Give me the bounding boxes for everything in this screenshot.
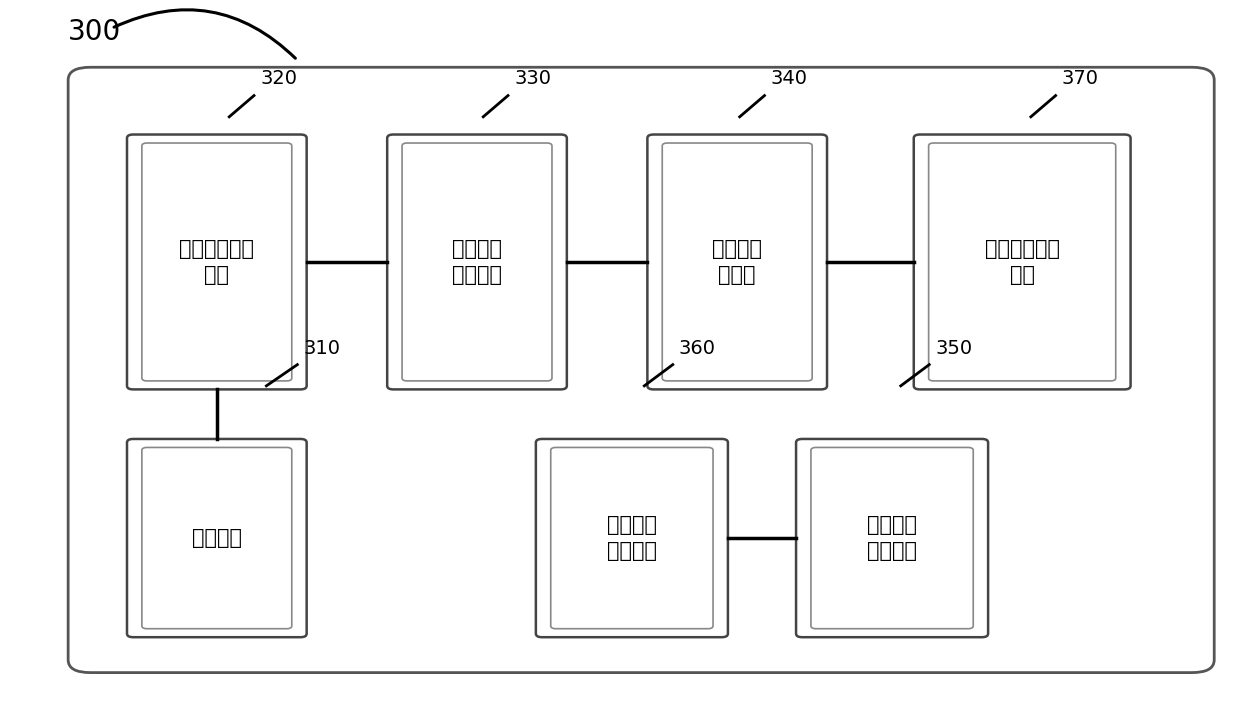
Text: 最短路径
获得模块: 最短路径 获得模块 (607, 515, 657, 561)
FancyBboxPatch shape (647, 135, 828, 389)
Text: 350: 350 (935, 338, 973, 358)
Text: 300: 300 (68, 18, 121, 46)
FancyBboxPatch shape (126, 439, 306, 637)
FancyBboxPatch shape (795, 439, 989, 637)
Text: 370: 370 (1062, 69, 1099, 88)
Text: 构图模块: 构图模块 (192, 528, 242, 548)
Text: 初始路径
获得模块: 初始路径 获得模块 (452, 239, 502, 285)
FancyBboxPatch shape (662, 143, 813, 381)
Text: 330: 330 (514, 69, 551, 88)
Text: 340: 340 (771, 69, 808, 88)
Text: 最终路径
获得模块: 最终路径 获得模块 (867, 515, 917, 561)
FancyBboxPatch shape (913, 135, 1130, 389)
Text: 310: 310 (304, 338, 341, 358)
FancyBboxPatch shape (535, 439, 729, 637)
FancyBboxPatch shape (126, 135, 306, 389)
FancyBboxPatch shape (141, 143, 292, 381)
Text: 信息素初始化
模块: 信息素初始化 模块 (180, 239, 254, 285)
Text: 320: 320 (260, 69, 297, 88)
FancyBboxPatch shape (550, 447, 712, 629)
FancyBboxPatch shape (401, 143, 553, 381)
Text: 360: 360 (679, 338, 716, 358)
FancyBboxPatch shape (141, 447, 292, 629)
FancyBboxPatch shape (810, 447, 974, 629)
Text: 补充路径获得
模块: 补充路径获得 模块 (985, 239, 1059, 285)
Text: 第一联判
断模块: 第一联判 断模块 (712, 239, 762, 285)
FancyBboxPatch shape (929, 143, 1115, 381)
FancyBboxPatch shape (387, 135, 566, 389)
FancyBboxPatch shape (68, 67, 1214, 673)
